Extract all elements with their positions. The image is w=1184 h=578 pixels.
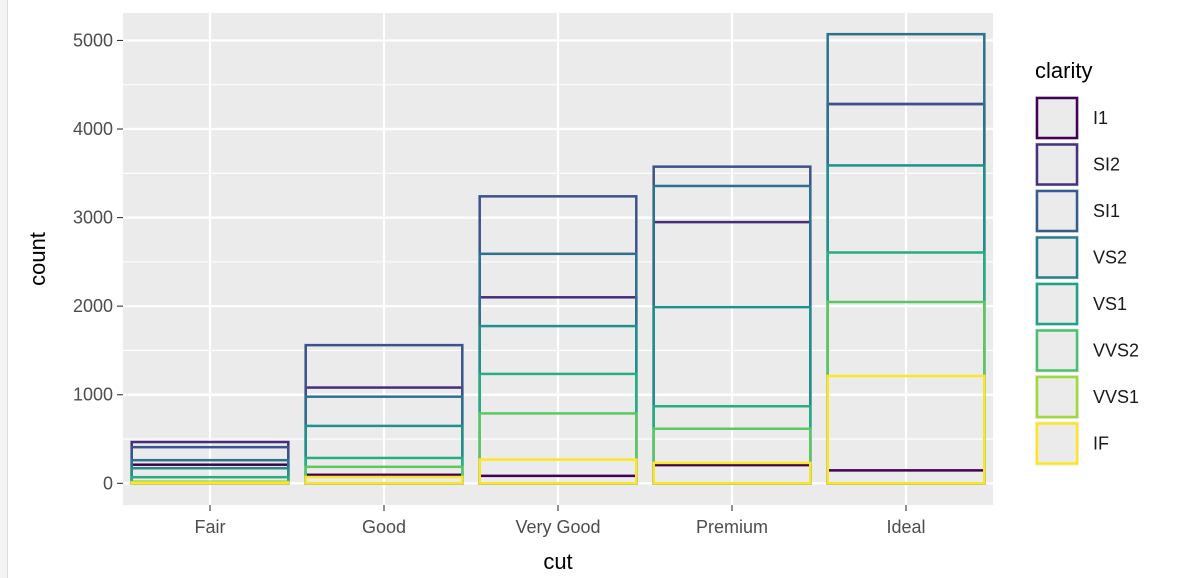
legend-key-background — [1035, 282, 1079, 326]
y-tick-label: 5000 — [73, 30, 113, 50]
legend-swatch-si2 — [1035, 143, 1079, 186]
bar-if-ideal — [826, 374, 986, 485]
bar-if-very-good — [478, 458, 638, 485]
legend-swatch-si1 — [1035, 189, 1079, 233]
bar-if-premium — [652, 461, 812, 485]
legend-key-background — [1035, 328, 1079, 373]
legend-label-si1: SI1 — [1093, 201, 1120, 221]
legend-label-vvs2: VVS2 — [1093, 341, 1139, 361]
x-tick-label: Ideal — [886, 517, 925, 537]
legend-swatch-vs2 — [1035, 236, 1079, 279]
bar-if-good — [304, 475, 464, 485]
legend-label-si2: SI2 — [1093, 155, 1120, 175]
legend-key-background — [1035, 189, 1079, 233]
legend-key-background — [1035, 421, 1079, 466]
y-tick-label: 3000 — [73, 208, 113, 228]
legend-label-vs2: VS2 — [1093, 248, 1127, 268]
legend-swatch-vs1 — [1035, 282, 1079, 326]
legend-label-vs1: VS1 — [1093, 294, 1127, 314]
bar-if-fair — [130, 481, 290, 485]
page-left-border — [0, 0, 8, 578]
y-axis-title: count — [25, 232, 50, 286]
legend-title: clarity — [1035, 58, 1092, 83]
legend-label-i1: I1 — [1093, 108, 1108, 128]
legend-swatch-vvs1 — [1035, 375, 1079, 419]
x-tick-label: Premium — [696, 517, 768, 537]
x-tick-label: Very Good — [515, 517, 600, 537]
x-tick-label: Good — [362, 517, 406, 537]
legend-key-background — [1035, 375, 1079, 419]
y-tick-label: 0 — [103, 473, 113, 493]
legend-swatch-i1 — [1035, 96, 1079, 140]
x-axis-title: cut — [543, 549, 572, 574]
legend-swatch-if — [1035, 422, 1079, 465]
x-tick-label: Fair — [195, 517, 226, 537]
legend-key-background — [1035, 142, 1079, 187]
legend-key-background — [1035, 96, 1079, 140]
legend-label-if: IF — [1093, 434, 1109, 454]
legend-label-vvs1: VVS1 — [1093, 387, 1139, 407]
y-tick-label: 2000 — [73, 296, 113, 316]
y-tick-label: 1000 — [73, 385, 113, 405]
legend-swatch-vvs2 — [1035, 329, 1079, 372]
y-tick-label: 4000 — [73, 119, 113, 139]
legend-key-background — [1035, 235, 1079, 280]
